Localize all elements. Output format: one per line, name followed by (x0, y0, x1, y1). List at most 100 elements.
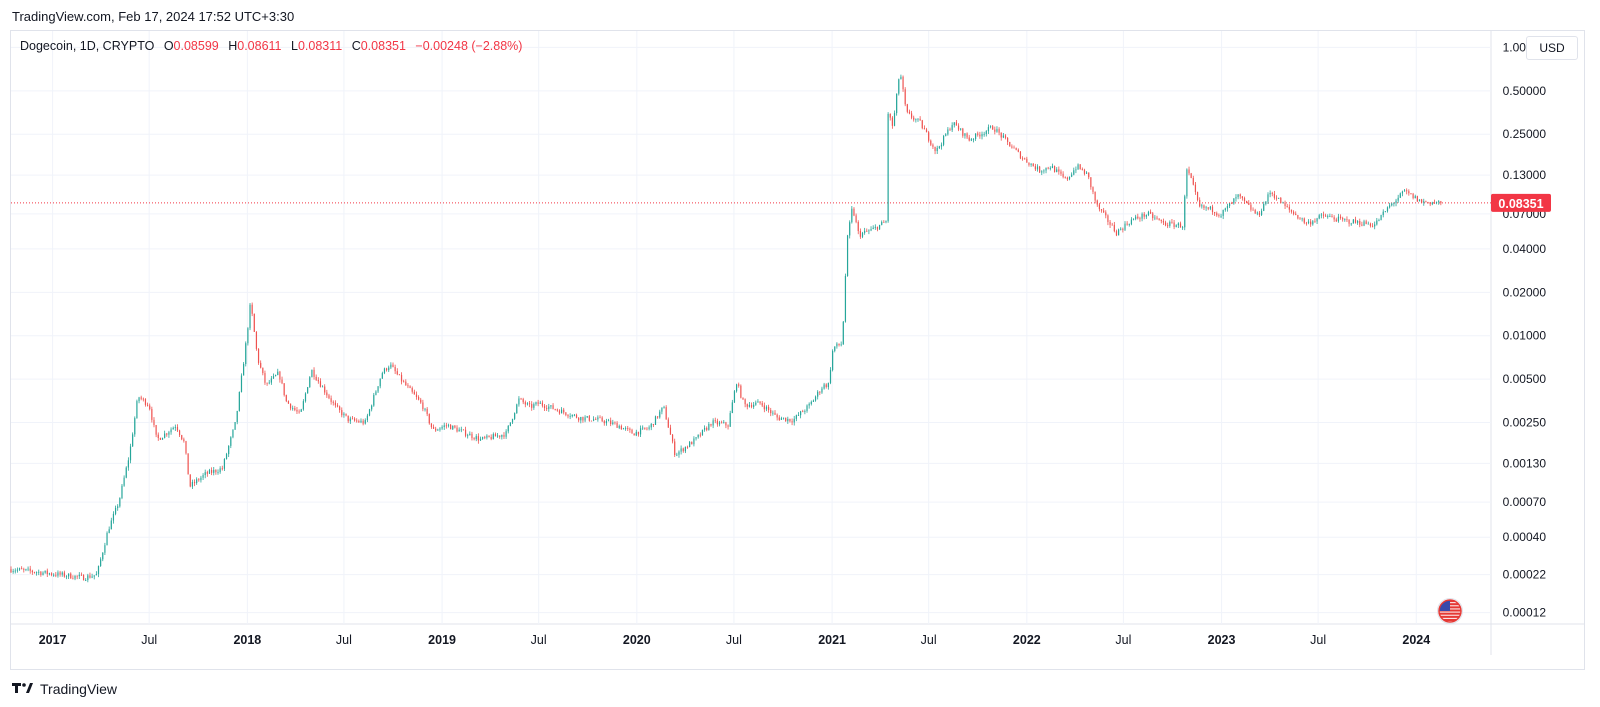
candle-body (1346, 219, 1348, 221)
candle-body (861, 232, 864, 237)
candle (625, 426, 627, 431)
candle-body (1041, 171, 1043, 173)
candle (1361, 221, 1363, 227)
candle-body (1226, 206, 1229, 209)
candle-body (1363, 221, 1365, 226)
candle (300, 408, 302, 412)
candle-body (859, 231, 861, 237)
candle (584, 415, 586, 423)
candle (970, 137, 972, 142)
candle-body (1307, 221, 1310, 223)
candle-body (1066, 177, 1068, 180)
candle (230, 436, 232, 449)
candle (915, 118, 917, 123)
candle (494, 432, 497, 437)
candle (458, 427, 460, 432)
currency-button[interactable]: USD (1526, 36, 1578, 60)
candle (450, 424, 452, 430)
candle-body (1064, 176, 1066, 178)
candle-body (106, 532, 108, 546)
candle (57, 570, 59, 578)
time-tick-label: Jul (141, 633, 157, 647)
candle-body (1275, 197, 1278, 199)
candle-body (198, 479, 200, 481)
candle-body (223, 459, 226, 469)
candle (644, 427, 646, 430)
candle (332, 400, 334, 406)
candle-body (1254, 210, 1256, 214)
candle (59, 570, 61, 577)
candle-body (134, 418, 136, 435)
candle (1290, 209, 1293, 214)
candle-body (631, 429, 633, 434)
candle-body (1085, 172, 1088, 174)
candle-body (123, 477, 125, 486)
candle (456, 425, 458, 433)
candle (441, 425, 443, 430)
candle (834, 346, 836, 353)
footer-brand-label: TradingView (40, 681, 118, 697)
candle (550, 405, 552, 409)
candle (639, 425, 642, 438)
candle-body (750, 405, 753, 407)
candle (569, 413, 571, 420)
time-tick-label: Jul (1115, 633, 1131, 647)
candle (983, 131, 985, 137)
us-flag-icon[interactable] (1437, 598, 1463, 624)
footer-brand[interactable]: TradingView (12, 681, 117, 697)
candle-body (1414, 196, 1416, 199)
candle-body (763, 405, 765, 410)
candle-body (97, 566, 100, 574)
candle (1352, 218, 1354, 224)
candle-body (1365, 221, 1367, 224)
candle-body (215, 469, 217, 473)
candle-body (72, 578, 74, 580)
candle-body (225, 454, 228, 460)
candle (943, 135, 945, 147)
candle (1011, 144, 1013, 149)
candle (1117, 228, 1120, 236)
candle-body (36, 572, 38, 574)
candle-body (100, 559, 102, 567)
candle-body (181, 435, 183, 440)
time-axis: 2017 Jul 2018 Jul 2019 Jul 2020 Jul 2021 Jul 2022 J… (39, 633, 1431, 647)
candle (31, 569, 33, 575)
candle-body (1231, 203, 1233, 205)
candle-body (1203, 205, 1205, 208)
candle (136, 399, 138, 419)
candle (864, 227, 866, 235)
candle (772, 410, 774, 416)
candle-body (808, 403, 810, 406)
candle-body (362, 420, 364, 424)
candle (243, 362, 245, 376)
candle-body (1303, 218, 1305, 223)
candle (1124, 221, 1126, 232)
candle-body (176, 427, 179, 431)
flag-body (1439, 600, 1461, 622)
candle (1423, 198, 1425, 206)
candle (524, 400, 526, 408)
candle-body (599, 417, 601, 419)
candle (1408, 189, 1410, 196)
candle-body (949, 129, 951, 131)
candle (1431, 201, 1433, 206)
candle (1199, 197, 1201, 208)
candle-body (1053, 166, 1056, 172)
candle (464, 426, 467, 438)
time-tick-label: 2017 (39, 633, 67, 647)
candle-body (185, 441, 187, 454)
candle (768, 404, 770, 413)
candle (328, 393, 330, 400)
open-value: 0.08599 (173, 39, 219, 53)
candle-body (1269, 192, 1271, 195)
candle (522, 397, 524, 405)
candle-body (1034, 166, 1036, 170)
candle-body (1354, 219, 1357, 223)
candle-body (526, 403, 529, 405)
candle-body (1263, 203, 1265, 211)
candle-body (793, 418, 795, 423)
candle-body (206, 472, 208, 474)
candle (1395, 198, 1397, 207)
candle (744, 398, 746, 408)
